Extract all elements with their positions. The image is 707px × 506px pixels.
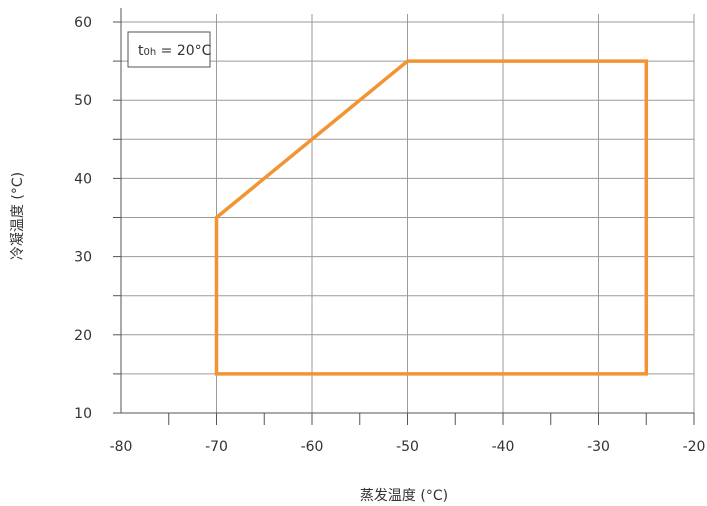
annotation-subscript: 0h — [144, 47, 157, 58]
y-axis-title: 冷凝温度 (°C) — [10, 172, 26, 260]
x-tick-label: -40 — [492, 439, 515, 455]
y-tick-label: 50 — [74, 93, 92, 109]
x-tick-label: -50 — [396, 439, 419, 455]
y-tick-label: 30 — [74, 250, 92, 266]
x-axis-ticks: -80 -70 -60 -50 -40 -30 -20 — [110, 413, 706, 455]
y-tick-label: 60 — [74, 15, 92, 31]
annotation-box: t0h = 20°C — [128, 32, 212, 67]
y-tick-label: 10 — [74, 406, 92, 422]
y-tick-label: 40 — [74, 171, 92, 187]
x-axis-title: 蒸发温度 (°C) — [360, 488, 448, 504]
x-tick-label: -80 — [110, 439, 133, 455]
grid — [121, 14, 694, 413]
x-tick-label: -20 — [683, 439, 706, 455]
y-axis-ticks: 10 20 30 40 50 60 — [74, 15, 121, 422]
x-tick-label: -70 — [205, 439, 228, 455]
x-tick-label: -60 — [301, 439, 324, 455]
annotation-value: = 20°C — [156, 43, 211, 59]
x-tick-label: -30 — [587, 439, 610, 455]
y-tick-label: 20 — [74, 328, 92, 344]
